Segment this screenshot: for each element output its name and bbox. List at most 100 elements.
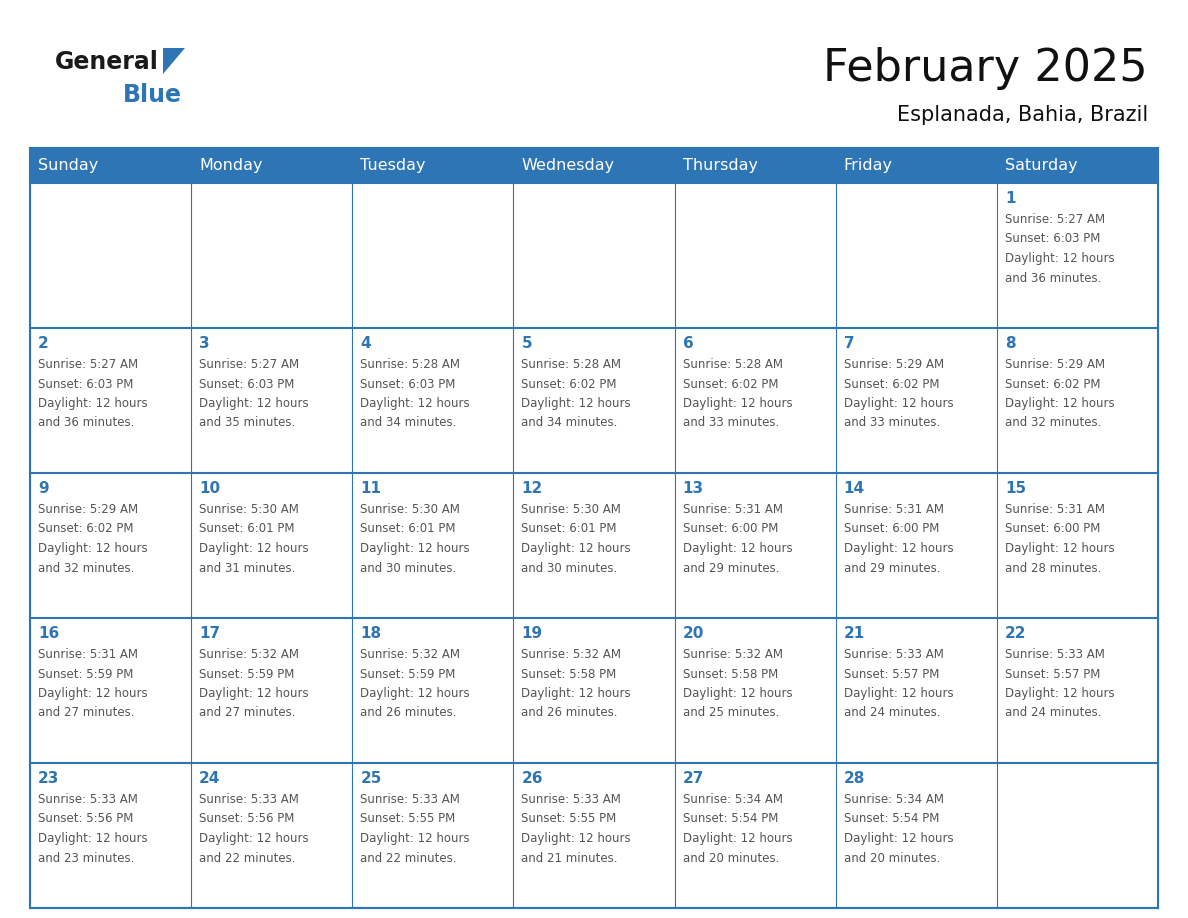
Text: and 22 minutes.: and 22 minutes. (360, 852, 456, 865)
Text: and 23 minutes.: and 23 minutes. (38, 852, 134, 865)
Text: 22: 22 (1005, 626, 1026, 641)
Text: Daylight: 12 hours: Daylight: 12 hours (522, 397, 631, 410)
Text: and 29 minutes.: and 29 minutes. (683, 562, 779, 575)
Text: Daylight: 12 hours: Daylight: 12 hours (522, 687, 631, 700)
Text: 11: 11 (360, 481, 381, 496)
Text: and 29 minutes.: and 29 minutes. (843, 562, 940, 575)
Text: Sunrise: 5:32 AM: Sunrise: 5:32 AM (522, 648, 621, 661)
Text: Sunrise: 5:30 AM: Sunrise: 5:30 AM (200, 503, 299, 516)
Text: Daylight: 12 hours: Daylight: 12 hours (38, 397, 147, 410)
Text: Sunset: 5:58 PM: Sunset: 5:58 PM (683, 667, 778, 680)
Text: Daylight: 12 hours: Daylight: 12 hours (200, 397, 309, 410)
Text: Daylight: 12 hours: Daylight: 12 hours (683, 832, 792, 845)
Bar (353, 183, 513, 328)
Text: Sunrise: 5:27 AM: Sunrise: 5:27 AM (38, 358, 138, 371)
Text: Sunrise: 5:32 AM: Sunrise: 5:32 AM (200, 648, 299, 661)
Text: and 27 minutes.: and 27 minutes. (200, 707, 296, 720)
Text: Daylight: 12 hours: Daylight: 12 hours (360, 687, 470, 700)
Text: Sunrise: 5:33 AM: Sunrise: 5:33 AM (522, 793, 621, 806)
Text: Sunset: 5:56 PM: Sunset: 5:56 PM (38, 812, 133, 825)
Text: Sunrise: 5:30 AM: Sunrise: 5:30 AM (522, 503, 621, 516)
Text: Daylight: 12 hours: Daylight: 12 hours (1005, 542, 1114, 555)
Text: Sunset: 5:57 PM: Sunset: 5:57 PM (1005, 667, 1100, 680)
Text: and 25 minutes.: and 25 minutes. (683, 707, 779, 720)
Text: Daylight: 12 hours: Daylight: 12 hours (683, 687, 792, 700)
Text: Sunset: 6:02 PM: Sunset: 6:02 PM (843, 377, 940, 390)
Text: Daylight: 12 hours: Daylight: 12 hours (683, 397, 792, 410)
Text: 16: 16 (38, 626, 59, 641)
Bar (30, 763, 191, 908)
Text: and 36 minutes.: and 36 minutes. (1005, 272, 1101, 285)
Bar (675, 763, 835, 908)
Bar (997, 618, 1158, 763)
Text: Daylight: 12 hours: Daylight: 12 hours (38, 542, 147, 555)
Text: Daylight: 12 hours: Daylight: 12 hours (843, 832, 953, 845)
Text: Sunrise: 5:31 AM: Sunrise: 5:31 AM (38, 648, 138, 661)
Text: 12: 12 (522, 481, 543, 496)
Bar (353, 473, 513, 618)
Text: Wednesday: Wednesday (522, 158, 614, 173)
Bar (191, 148, 353, 183)
Text: 17: 17 (200, 626, 220, 641)
Text: Sunrise: 5:33 AM: Sunrise: 5:33 AM (200, 793, 299, 806)
Text: and 34 minutes.: and 34 minutes. (522, 417, 618, 430)
Text: Daylight: 12 hours: Daylight: 12 hours (360, 832, 470, 845)
Text: Sunrise: 5:27 AM: Sunrise: 5:27 AM (200, 358, 299, 371)
Bar (675, 328, 835, 473)
Text: Thursday: Thursday (683, 158, 758, 173)
Text: and 24 minutes.: and 24 minutes. (1005, 707, 1101, 720)
Bar (353, 618, 513, 763)
Bar (675, 618, 835, 763)
Bar (30, 618, 191, 763)
Bar (30, 183, 191, 328)
Text: Daylight: 12 hours: Daylight: 12 hours (360, 542, 470, 555)
Text: and 21 minutes.: and 21 minutes. (522, 852, 618, 865)
Text: Sunset: 5:59 PM: Sunset: 5:59 PM (38, 667, 133, 680)
Text: and 33 minutes.: and 33 minutes. (843, 417, 940, 430)
Text: Sunrise: 5:29 AM: Sunrise: 5:29 AM (38, 503, 138, 516)
Bar (997, 473, 1158, 618)
Bar (191, 328, 353, 473)
Text: Sunset: 6:01 PM: Sunset: 6:01 PM (360, 522, 456, 535)
Bar (997, 148, 1158, 183)
Text: 20: 20 (683, 626, 704, 641)
Bar (835, 473, 997, 618)
Text: and 36 minutes.: and 36 minutes. (38, 417, 134, 430)
Text: Sunrise: 5:33 AM: Sunrise: 5:33 AM (38, 793, 138, 806)
Text: Sunset: 6:02 PM: Sunset: 6:02 PM (1005, 377, 1100, 390)
Text: Daylight: 12 hours: Daylight: 12 hours (360, 397, 470, 410)
Text: Sunset: 5:59 PM: Sunset: 5:59 PM (200, 667, 295, 680)
Text: and 32 minutes.: and 32 minutes. (1005, 417, 1101, 430)
Text: 6: 6 (683, 336, 694, 351)
Text: 14: 14 (843, 481, 865, 496)
Text: Daylight: 12 hours: Daylight: 12 hours (200, 542, 309, 555)
Text: and 28 minutes.: and 28 minutes. (1005, 562, 1101, 575)
Text: Friday: Friday (843, 158, 892, 173)
Text: Sunset: 6:02 PM: Sunset: 6:02 PM (683, 377, 778, 390)
Text: Sunrise: 5:30 AM: Sunrise: 5:30 AM (360, 503, 460, 516)
Bar (675, 183, 835, 328)
Bar (675, 473, 835, 618)
Text: 4: 4 (360, 336, 371, 351)
Text: 25: 25 (360, 771, 381, 786)
Text: Sunrise: 5:31 AM: Sunrise: 5:31 AM (1005, 503, 1105, 516)
Bar (997, 328, 1158, 473)
Text: February 2025: February 2025 (823, 47, 1148, 89)
Bar (30, 328, 191, 473)
Polygon shape (163, 48, 185, 74)
Text: and 24 minutes.: and 24 minutes. (843, 707, 940, 720)
Text: Daylight: 12 hours: Daylight: 12 hours (522, 832, 631, 845)
Bar (997, 763, 1158, 908)
Text: Sunset: 6:03 PM: Sunset: 6:03 PM (38, 377, 133, 390)
Text: and 20 minutes.: and 20 minutes. (843, 852, 940, 865)
Text: Tuesday: Tuesday (360, 158, 425, 173)
Text: 8: 8 (1005, 336, 1016, 351)
Text: and 22 minutes.: and 22 minutes. (200, 852, 296, 865)
Bar (835, 618, 997, 763)
Text: Sunrise: 5:28 AM: Sunrise: 5:28 AM (360, 358, 460, 371)
Text: and 27 minutes.: and 27 minutes. (38, 707, 134, 720)
Text: Blue: Blue (124, 83, 182, 107)
Text: 21: 21 (843, 626, 865, 641)
Text: and 33 minutes.: and 33 minutes. (683, 417, 779, 430)
Text: Daylight: 12 hours: Daylight: 12 hours (38, 832, 147, 845)
